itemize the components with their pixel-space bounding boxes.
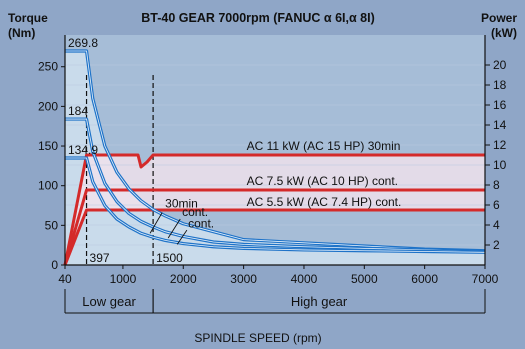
- right-tick-label: 20: [493, 58, 507, 72]
- right-tick-label: 16: [493, 98, 507, 112]
- right-tick-label: 12: [493, 138, 507, 152]
- gear-range-label: High gear: [291, 294, 348, 309]
- series-label: cont.: [182, 205, 208, 219]
- left-tick-label: 150: [38, 139, 58, 153]
- x-tick-label: 3000: [230, 272, 257, 286]
- torque-level-label: 134.9: [68, 143, 98, 157]
- left-tick-label: 100: [38, 179, 58, 193]
- right-tick-label: 10: [493, 158, 507, 172]
- right-tick-label: 18: [493, 78, 507, 92]
- torque-level-label: 184: [68, 104, 88, 118]
- right-tick-label: 8: [493, 178, 500, 192]
- power-series-line-1: [63, 188, 485, 266]
- left-axis-unit: (Nm): [8, 26, 35, 40]
- right-tick-label: 6: [493, 198, 500, 212]
- x-tick-label: 6000: [411, 272, 438, 286]
- torque-area-fill: [65, 51, 485, 265]
- power-series-line-0: [63, 153, 485, 266]
- left-tick-label: 200: [38, 99, 58, 113]
- left-tick-label: 50: [45, 218, 59, 232]
- right-tick-label: 4: [493, 218, 500, 232]
- label-leader-line: [149, 212, 163, 234]
- x-tick-label: 1000: [110, 272, 137, 286]
- torque-series-highlight-4: [65, 118, 486, 252]
- series-label: 30min: [165, 196, 198, 210]
- torque-level-label: 269.8: [68, 36, 98, 50]
- torque-series-highlight-3: [65, 50, 486, 252]
- power-series-line-2: [63, 208, 485, 266]
- x-tick-label: 5000: [351, 272, 378, 286]
- x-axis-title: SPINDLE SPEED (rpm): [194, 331, 321, 345]
- series-label: AC 7.5 kW (AC 10 HP) cont.: [247, 174, 398, 188]
- right-tick-label: 2: [493, 238, 500, 252]
- left-tick-label: 0: [51, 258, 58, 272]
- gear-range-label: Low gear: [82, 294, 136, 309]
- x-tick-label: 40: [58, 272, 72, 286]
- label-leader-line: [176, 229, 188, 245]
- right-tick-label: 14: [493, 118, 507, 132]
- right-axis-title: Power: [481, 11, 517, 25]
- chart-title: BT-40 GEAR 7000rpm (FANUC α 6I,α 8I): [141, 11, 374, 25]
- x-tick-label: 7000: [472, 272, 499, 286]
- right-axis-unit: (kW): [491, 26, 517, 40]
- label-leader-line: [167, 218, 181, 239]
- series-label: cont.: [188, 217, 214, 231]
- left-tick-label: 250: [38, 60, 58, 74]
- x-tick-label: 4000: [291, 272, 318, 286]
- x-tick-label: 2000: [170, 272, 197, 286]
- series-label: AC 5.5 kW (AC 7.4 HP) cont.: [247, 195, 402, 209]
- torque-series-highlight-5: [65, 157, 486, 253]
- left-axis-title: Torque: [8, 11, 48, 25]
- series-label: AC 11 kW (AC 15 HP) 30min: [247, 139, 401, 153]
- speed-marker-label: 1500: [156, 251, 183, 265]
- speed-marker-label: 397: [90, 251, 110, 265]
